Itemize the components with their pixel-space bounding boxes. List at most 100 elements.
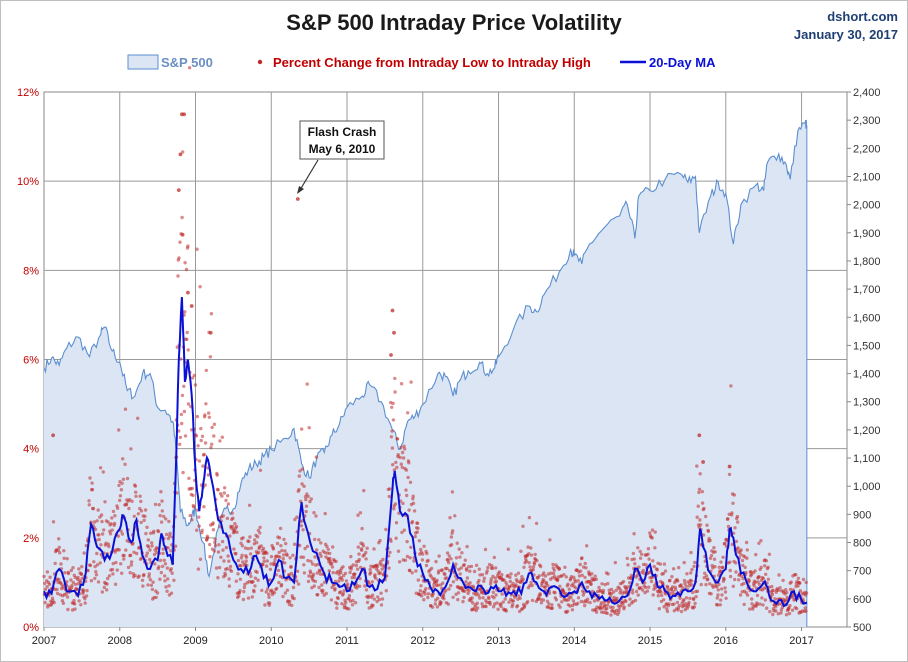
pct-change-point: [704, 514, 708, 519]
pct-change-point: [117, 548, 122, 552]
pct-change-point: [431, 586, 436, 590]
pct-change-point: [666, 585, 670, 590]
pct-change-point: [357, 552, 361, 556]
pct-change-point: [226, 494, 230, 498]
pct-change-point: [89, 520, 93, 524]
pct-change-point: [52, 600, 56, 605]
pct-change-point: [547, 602, 551, 606]
pct-change-point: [316, 593, 320, 597]
pct-change-point: [542, 579, 546, 583]
pct-change-point: [560, 600, 564, 604]
pct-change-point: [347, 594, 352, 598]
pct-change-point: [613, 611, 617, 615]
pct-change-point: [168, 531, 172, 536]
sp500-line: [43, 119, 808, 579]
pct-change-point: [282, 553, 286, 557]
pct-change-point: [304, 497, 308, 502]
pct-change-point: [60, 599, 65, 603]
pct-change-point: [482, 579, 486, 583]
pct-change-point: [187, 66, 192, 70]
pct-change-point: [656, 594, 660, 598]
pct-change-point: [43, 587, 48, 592]
pct-change-point: [339, 570, 343, 575]
pct-change-point: [147, 575, 151, 579]
pct-change-point: [65, 580, 69, 584]
pct-change-point: [178, 435, 183, 440]
pct-change-point: [454, 556, 459, 560]
pct-change-point: [491, 605, 496, 609]
pct-change-point: [657, 607, 661, 611]
pct-change-point: [82, 551, 86, 555]
pct-change-point: [741, 563, 745, 568]
pct-change-point: [743, 565, 747, 570]
x-tick-label: 2008: [108, 635, 132, 647]
pct-change-point: [218, 439, 222, 443]
pct-change-point: [336, 596, 340, 601]
pct-change-point: [563, 565, 567, 569]
pct-change-point: [412, 509, 417, 513]
pct-change-point: [43, 581, 47, 586]
pct-change-point: [489, 577, 493, 581]
pct-change-point: [65, 557, 69, 561]
pct-change-point: [434, 559, 438, 564]
pct-change-point: [401, 501, 405, 506]
pct-change-point: [57, 545, 61, 550]
pct-change-point: [629, 573, 634, 578]
pct-change-point: [324, 591, 328, 596]
pct-change-point: [80, 576, 84, 581]
pct-change-point: [784, 613, 789, 617]
pct-change-point: [272, 591, 277, 595]
pct-change-point: [735, 514, 740, 519]
pct-change-point: [647, 585, 651, 589]
pct-change-point: [342, 589, 346, 593]
pct-change-point: [133, 573, 137, 578]
legend-ma-label: 20-Day MA: [649, 55, 716, 70]
pct-change-point: [308, 499, 312, 504]
pct-change-point: [694, 595, 698, 599]
pct-change-point: [262, 559, 266, 564]
pct-change-point: [150, 544, 154, 548]
pct-change-point: [581, 593, 585, 597]
right-tick-label: 1,700: [853, 284, 881, 296]
pct-change-point: [194, 434, 199, 438]
pct-change-point: [137, 574, 141, 578]
pct-change-outlier: [701, 460, 705, 464]
pct-change-point: [192, 505, 196, 509]
pct-change-point: [590, 572, 594, 576]
pct-change-point: [627, 603, 631, 607]
pct-change-point: [340, 578, 344, 582]
pct-change-point: [511, 602, 515, 607]
pct-change-point: [753, 569, 757, 573]
pct-change-point: [466, 591, 470, 596]
pct-change-point: [230, 511, 234, 515]
pct-change-point: [723, 586, 727, 590]
pct-change-point: [404, 488, 408, 492]
pct-change-point: [262, 556, 266, 560]
pct-change-point: [700, 489, 704, 494]
pct-change-point: [237, 594, 241, 598]
pct-change-point: [298, 543, 302, 548]
pct-change-point: [242, 589, 246, 594]
pct-change-point: [207, 415, 211, 419]
pct-change-point: [571, 599, 576, 603]
pct-change-point: [236, 558, 240, 563]
pct-change-point: [605, 606, 609, 611]
pct-change-point: [224, 545, 229, 550]
pct-change-point: [574, 586, 578, 590]
pct-change-point: [110, 567, 115, 572]
pct-change-point: [117, 483, 121, 488]
pct-change-point: [451, 580, 456, 584]
pct-change-point: [790, 608, 795, 612]
pct-change-point: [477, 578, 481, 583]
pct-change-point: [499, 604, 503, 609]
pct-change-point: [87, 503, 92, 507]
pct-change-point: [338, 590, 343, 594]
pct-change-point: [767, 552, 772, 556]
pct-change-point: [282, 537, 286, 542]
pct-change-point: [717, 565, 721, 569]
pct-change-point: [757, 541, 761, 545]
pct-change-point: [426, 558, 430, 563]
pct-change-point: [755, 602, 759, 607]
pct-change-point: [273, 558, 277, 562]
right-tick-label: 1,600: [853, 312, 881, 324]
